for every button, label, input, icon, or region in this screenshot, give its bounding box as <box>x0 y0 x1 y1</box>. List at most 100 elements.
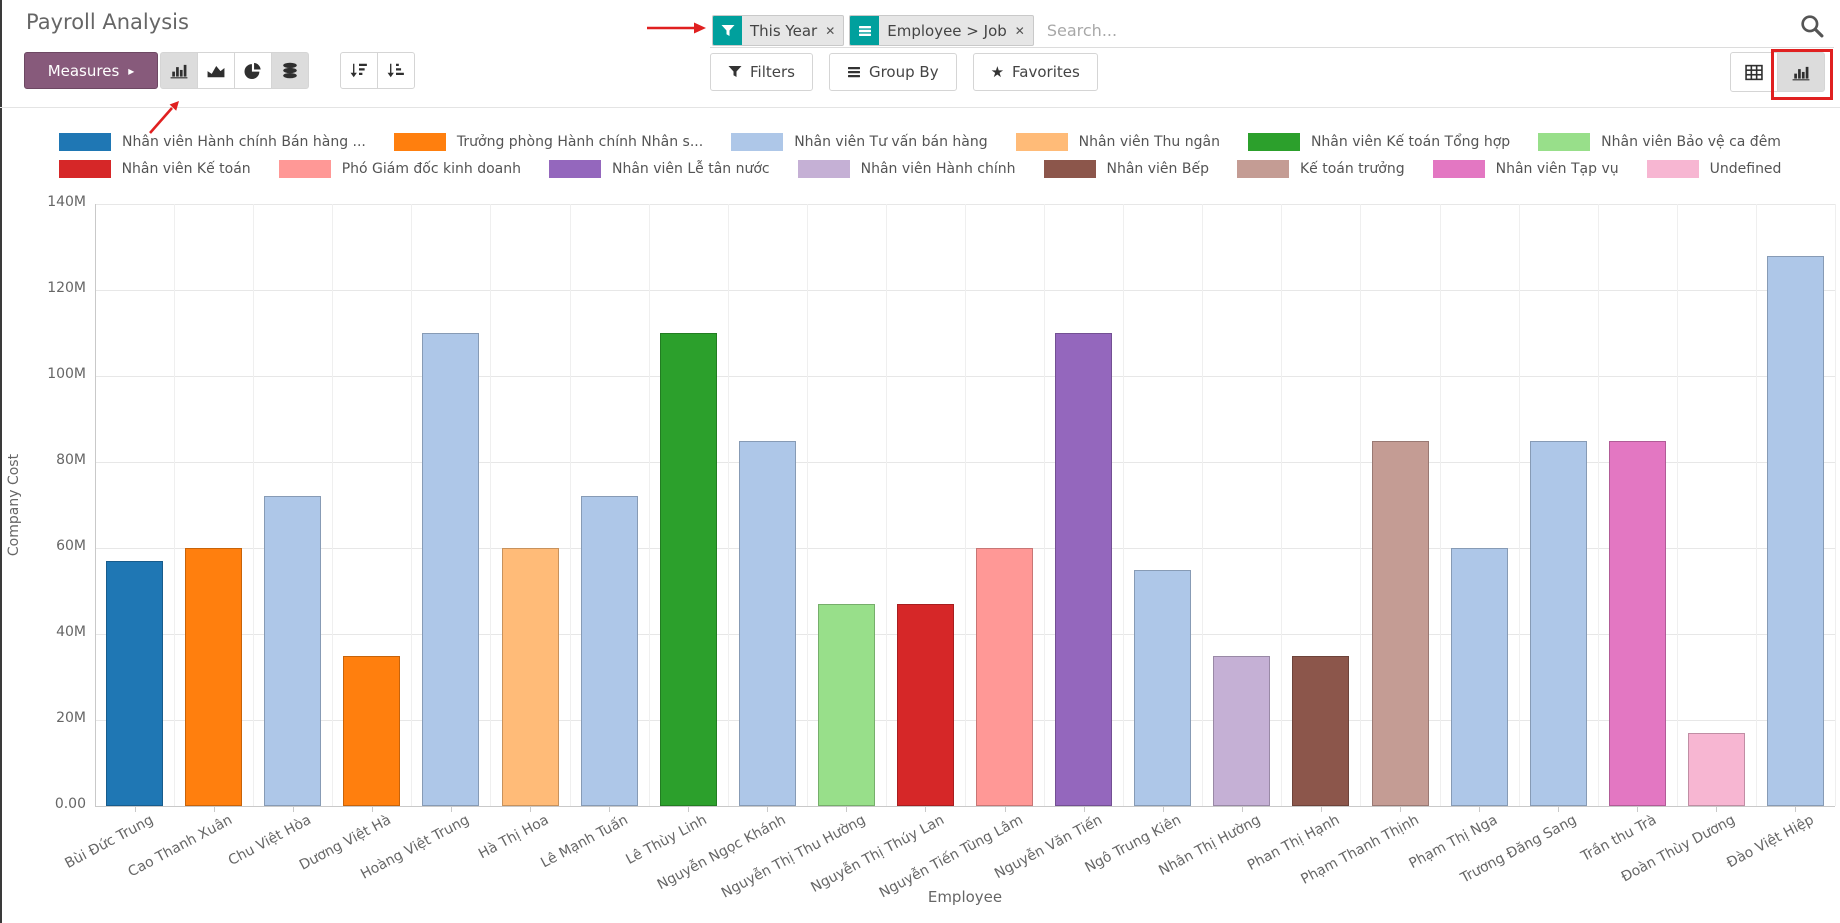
bar[interactable] <box>1766 255 1824 806</box>
x-gridline <box>648 204 650 806</box>
bar[interactable] <box>1529 440 1587 806</box>
x-gridline <box>1281 204 1283 806</box>
y-axis-title: Company Cost <box>6 453 22 557</box>
bar[interactable] <box>185 548 243 806</box>
filter-icon <box>728 66 742 77</box>
bar[interactable] <box>1134 569 1192 806</box>
x-axis-title: Employee <box>927 888 1003 906</box>
x-tick-mark <box>371 807 373 812</box>
filter-icon <box>713 16 742 45</box>
search-facet-this-year[interactable]: This Year ✕ <box>712 15 845 46</box>
x-gridline <box>1676 204 1678 806</box>
search-facets: This Year ✕ Employee > Job ✕ <box>712 15 1039 46</box>
filters-button[interactable]: Filters <box>710 53 813 91</box>
bar[interactable] <box>422 333 480 806</box>
bar[interactable] <box>738 440 796 806</box>
legend-label: Nhân viên Hành chính Bán hàng ... <box>122 134 366 150</box>
legend-item[interactable]: Nhân viên Hành chính Bán hàng ... <box>59 133 366 151</box>
y-tick-label: 120M <box>47 280 86 296</box>
bar[interactable] <box>1450 548 1508 806</box>
bar[interactable] <box>106 560 164 806</box>
x-tick-mark <box>1320 807 1322 812</box>
y-tick-label: 20M <box>56 710 86 726</box>
annotation-arrow-to-facet <box>647 22 706 34</box>
group-by-button[interactable]: Group By <box>828 53 957 91</box>
close-icon[interactable]: ✕ <box>825 23 836 38</box>
x-tick-mark <box>530 807 531 812</box>
x-tick-mark <box>1400 807 1401 812</box>
table-view-button[interactable] <box>1730 52 1778 92</box>
legend-swatch <box>58 160 111 178</box>
legend-item[interactable]: Nhân viên Tạp vụ <box>1432 160 1619 178</box>
y-tick-label: 100M <box>47 366 86 382</box>
x-tick-mark <box>846 807 848 812</box>
bar[interactable] <box>1687 732 1745 806</box>
caret-right-icon: ▸ <box>128 63 135 78</box>
legend-swatch <box>1538 133 1591 151</box>
search-facet-employee-job[interactable]: Employee > Job ✕ <box>849 15 1034 46</box>
legend-item[interactable]: Nhân viên Bảo vệ ca đêm <box>1538 133 1781 151</box>
group-by-label: Group By <box>868 63 939 81</box>
bar[interactable] <box>343 655 401 806</box>
bar[interactable] <box>1371 440 1429 806</box>
bar-chart-button[interactable] <box>160 52 198 89</box>
legend-item[interactable]: Phó Giám đốc kinh doanh <box>278 160 521 178</box>
legend-item[interactable]: Trưởng phòng Hành chính Nhân s... <box>393 133 704 151</box>
legend-item[interactable]: Kế toán trưởng <box>1236 160 1405 178</box>
bar[interactable] <box>659 333 717 806</box>
x-gridline <box>885 204 887 806</box>
legend-swatch <box>278 160 331 178</box>
facet-label: This Year <box>750 21 818 40</box>
bar[interactable] <box>1292 655 1350 806</box>
bar[interactable] <box>501 548 559 806</box>
legend-item[interactable]: Nhân viên Lễ tân nước <box>549 160 770 178</box>
bar[interactable] <box>580 496 638 806</box>
legend-item[interactable]: Nhân viên Kế toán Tổng hợp <box>1247 133 1510 151</box>
sort-button-group <box>340 52 415 89</box>
x-gridline <box>727 204 729 806</box>
bar[interactable] <box>976 548 1034 806</box>
bar[interactable] <box>1608 440 1666 806</box>
legend-label: Trưởng phòng Hành chính Nhân s... <box>456 134 704 150</box>
search-input[interactable]: Search... <box>1046 21 1118 40</box>
measures-button[interactable]: Measures ▸ <box>24 52 158 89</box>
x-gridline <box>411 204 413 806</box>
bar[interactable] <box>1213 655 1271 806</box>
search-bar[interactable]: This Year ✕ Employee > Job ✕ Search... <box>712 15 1117 46</box>
x-tick-mark <box>1004 807 1006 812</box>
stacked-button[interactable] <box>271 52 309 89</box>
chart-view-button[interactable] <box>1777 52 1825 92</box>
legend-swatch <box>1043 160 1096 178</box>
x-tick-mark <box>1795 807 1797 812</box>
x-tick-label: Đào Việt Hiệp <box>1724 812 1817 872</box>
bar[interactable] <box>1055 333 1113 806</box>
toolbar-divider <box>0 107 1840 108</box>
filters-label: Filters <box>750 63 795 81</box>
legend-swatch <box>393 133 446 151</box>
sort-desc-button[interactable] <box>340 52 378 89</box>
x-tick-label: Nguyễn Ngọc Khánh <box>655 812 789 894</box>
sort-asc-button[interactable] <box>377 52 415 89</box>
x-tick-label: Lê Mạnh Tuấn <box>538 812 631 872</box>
close-icon[interactable]: ✕ <box>1014 23 1025 38</box>
legend-label: Nhân viên Lễ tân nước <box>612 161 770 177</box>
legend-item[interactable]: Nhân viên Thu ngân <box>1015 133 1220 151</box>
bar[interactable] <box>817 603 875 806</box>
x-tick-mark <box>134 807 136 812</box>
x-tick-mark <box>1083 807 1085 812</box>
x-tick-mark <box>450 807 452 812</box>
star-icon: ★ <box>990 62 1005 81</box>
x-tick-mark <box>213 807 215 812</box>
legend-item[interactable]: Nhân viên Bếp <box>1043 160 1209 178</box>
legend-item[interactable]: Nhân viên Hành chính <box>797 160 1016 178</box>
bar[interactable] <box>896 603 954 806</box>
pie-chart-button[interactable] <box>234 52 272 89</box>
legend-item[interactable]: Undefined <box>1646 160 1781 178</box>
y-tick-label: 60M <box>56 538 86 554</box>
favorites-button[interactable]: ★ Favorites <box>972 53 1098 91</box>
bar[interactable] <box>264 496 322 806</box>
area-chart-button[interactable] <box>197 52 235 89</box>
legend-item[interactable]: Nhân viên Tư vấn bán hàng <box>731 133 988 151</box>
search-icon[interactable] <box>1800 14 1824 38</box>
legend-item[interactable]: Nhân viên Kế toán <box>58 160 251 178</box>
